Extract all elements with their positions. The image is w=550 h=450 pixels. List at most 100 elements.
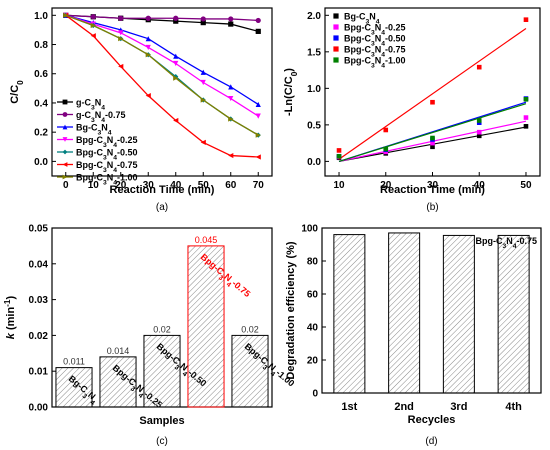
panel-c-ytick-label: 0.00 xyxy=(29,403,49,414)
legend-label: Bpg-C3N4-1.00 xyxy=(76,173,138,187)
panel-a-xtick-label: 60 xyxy=(225,180,237,191)
bar xyxy=(143,334,181,408)
subscript: 4 xyxy=(269,370,277,378)
label-text: N xyxy=(95,110,102,120)
legend-label: g-C3N4-0.75 xyxy=(76,110,126,124)
panel-b-ytick-label: 0.5 xyxy=(307,120,321,131)
data-point xyxy=(173,75,179,81)
data-point xyxy=(255,113,261,119)
label-text: Bpg-C xyxy=(344,45,371,55)
data-point xyxy=(383,127,389,133)
panel-a-axes-frame xyxy=(51,7,273,177)
data-point xyxy=(228,21,234,27)
series-line xyxy=(65,14,259,158)
superscript: -1 xyxy=(3,299,12,307)
panel-d: 0 20 40 60 80 100 Degradation efficiency (%) Re… xyxy=(285,224,542,447)
label-text: N xyxy=(95,98,102,108)
panel-a-ylabel: C/C0 xyxy=(9,80,25,104)
data-point xyxy=(476,64,482,70)
data-point xyxy=(336,148,342,153)
subscript: 4 xyxy=(113,179,117,186)
bar xyxy=(55,367,93,408)
ylabel-text: C/C xyxy=(9,85,21,104)
panel-d-ytick-label: 20 xyxy=(307,356,319,367)
panel-a-ytick-label: 0.8 xyxy=(34,40,48,51)
subscript: 3 xyxy=(98,129,102,136)
panel-c: 0.00 0.01 0.02 0.03 0.04 0.05 Samples k (min-1)… xyxy=(3,224,297,448)
subscript: 0 xyxy=(290,71,299,76)
subscript: 3 xyxy=(103,179,107,186)
panel-a-legend: g-C3N4g-C3N4-0.75Bg-C3N4Bpg-C3N4-0.25Bpg… xyxy=(57,98,138,187)
panel-c-ytick-label: 0.04 xyxy=(29,259,49,270)
legend-marker xyxy=(62,162,68,167)
label-text: N xyxy=(375,34,382,44)
legend-label: Bg-C3N4 xyxy=(344,12,380,26)
label-text: -0.25 xyxy=(385,23,406,33)
subscript: 3 xyxy=(91,117,95,124)
panel-b-xtick-label: 50 xyxy=(520,180,532,191)
data-point xyxy=(118,36,124,42)
subscript: 3 xyxy=(371,29,375,36)
subscript: 4 xyxy=(101,117,105,124)
subscript: 0 xyxy=(16,80,25,85)
legend-label: Bpg-C3N4-0.50 xyxy=(344,34,406,48)
panel-d-ytick-label: 100 xyxy=(301,224,318,235)
data-point xyxy=(523,17,529,22)
panel-d-ytick-label: 40 xyxy=(307,323,319,334)
data-point xyxy=(255,101,261,108)
data-point xyxy=(430,99,435,105)
panel-b-ylabel: -Ln(C/C0) xyxy=(283,68,299,116)
panel-b-ytick-label: 2.0 xyxy=(307,11,321,22)
bar-value-label: 0.014 xyxy=(107,346,130,356)
subscript: 3 xyxy=(81,392,89,400)
panel-d-axes-frame xyxy=(321,227,542,394)
fit-line xyxy=(338,103,527,162)
label-text: -0.75 xyxy=(105,110,126,120)
label-text: Bpg-C xyxy=(76,173,103,183)
data-point xyxy=(200,79,206,86)
panel-a-xtick-label: 20 xyxy=(115,180,127,191)
panel-c-ytick-label: 0.01 xyxy=(29,367,49,378)
label-text: N xyxy=(107,160,114,170)
label-text: Bpg-C xyxy=(76,160,103,170)
panel-d-ytick-label: 80 xyxy=(307,257,319,268)
data-point xyxy=(430,140,435,146)
data-point xyxy=(90,14,96,20)
label-text: g-C xyxy=(76,110,91,120)
label-text: -0.75 xyxy=(117,160,138,170)
label-text: -0.75 xyxy=(230,278,252,299)
legend-marker xyxy=(62,99,68,105)
data-point xyxy=(228,152,234,159)
legend-label: Bpg-C3N4-1.00 xyxy=(344,56,406,70)
panel-c-ytick-label: 0.05 xyxy=(29,224,49,235)
ylabel-text: -Ln(C/C xyxy=(283,76,295,116)
label-text: Bpg-C xyxy=(475,236,502,246)
data-point xyxy=(476,118,482,123)
panel-b-ytick-label: 1.5 xyxy=(307,47,321,58)
data-point xyxy=(173,15,179,21)
panel-a-ytick-label: 0.2 xyxy=(34,128,48,139)
panel-b-ytick-label: 1.0 xyxy=(307,84,321,95)
subscript: 4 xyxy=(381,62,385,69)
subscript: 4 xyxy=(89,399,97,407)
bar xyxy=(497,234,530,394)
data-point xyxy=(118,63,124,70)
bar xyxy=(187,245,225,408)
panel-label-a: (a) xyxy=(156,202,168,213)
label-text: -0.50 xyxy=(117,148,138,158)
legend-marker xyxy=(62,149,68,155)
label-text: N xyxy=(107,148,114,158)
data-point xyxy=(90,22,96,29)
legend-label: Bpg-C3N4-0.75 xyxy=(344,45,406,59)
subscript: 4 xyxy=(376,18,380,25)
label-text: N xyxy=(369,12,376,22)
data-point xyxy=(200,16,206,22)
series-Bpg-C3N4-0.75 xyxy=(336,17,529,160)
data-point xyxy=(145,44,151,51)
ylabel-text: k xyxy=(5,332,17,339)
panel-d-xlabel: Recycles xyxy=(408,414,456,426)
panel-c-ylabel: k (min-1) xyxy=(3,295,18,339)
ylabel-text: ) xyxy=(5,295,17,299)
panel-a-xtick-label: 10 xyxy=(88,180,100,191)
